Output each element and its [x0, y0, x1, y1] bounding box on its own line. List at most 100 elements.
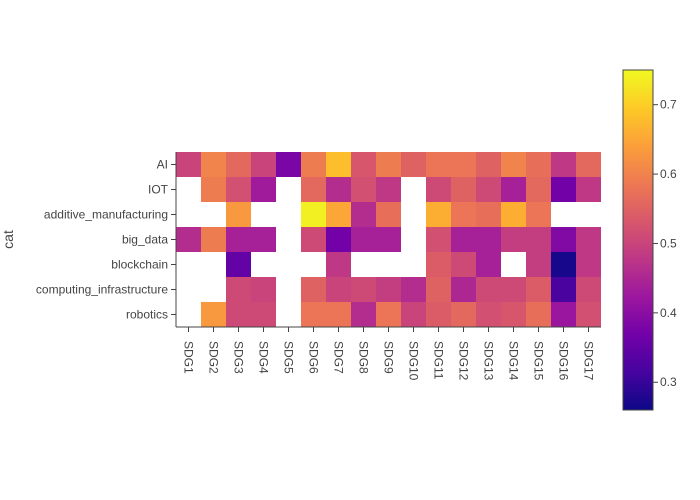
heatmap-cell	[226, 152, 251, 177]
heatmap-cell	[176, 152, 201, 177]
x-tick-label: SDG7	[332, 341, 346, 374]
x-tick-label: SDG12	[457, 341, 471, 381]
heatmap-cell	[526, 302, 551, 327]
heatmap-cell	[201, 252, 226, 277]
heatmap-cell	[301, 227, 326, 252]
heatmap-cell	[376, 202, 401, 227]
heatmap-cell	[501, 177, 526, 202]
y-tick-label: IOT	[148, 183, 169, 197]
x-tick-label: SDG15	[532, 341, 546, 381]
heatmap-cell	[301, 152, 326, 177]
x-tick-label: SDG14	[507, 341, 521, 381]
heatmap-cell	[376, 252, 401, 277]
heatmap-cell	[251, 302, 276, 327]
heatmap-cell	[376, 227, 401, 252]
heatmap-cell	[226, 277, 251, 302]
heatmap-cell	[251, 202, 276, 227]
y-tick-label: blockchain	[111, 258, 168, 272]
heatmap-cell	[276, 302, 301, 327]
heatmap-cell	[551, 302, 576, 327]
heatmap-cell	[351, 152, 376, 177]
heatmap-cell	[476, 177, 501, 202]
heatmap-cell	[301, 277, 326, 302]
heatmap-cell	[326, 152, 351, 177]
colorbar-tick-label: 0.4	[660, 306, 677, 320]
heatmap-cell	[201, 177, 226, 202]
x-tick-label: SDG8	[357, 341, 371, 374]
heatmap-cell	[476, 202, 501, 227]
heatmap-cell	[426, 202, 451, 227]
heatmap-cell	[501, 152, 526, 177]
heatmap-cell	[526, 152, 551, 177]
heatmap-cell	[576, 252, 601, 277]
heatmap-cell	[176, 202, 201, 227]
heatmap-cell	[201, 277, 226, 302]
heatmap-cell	[226, 227, 251, 252]
heatmap-cell	[251, 152, 276, 177]
heatmap-cell	[376, 177, 401, 202]
heatmap-cell	[251, 177, 276, 202]
heatmap-cell	[176, 227, 201, 252]
heatmap-cell	[351, 227, 376, 252]
heatmap-cell	[551, 277, 576, 302]
heatmap-cell	[201, 302, 226, 327]
colorbar-gradient	[622, 69, 654, 411]
x-tick-label: SDG6	[307, 341, 321, 374]
heatmap-cell	[526, 177, 551, 202]
heatmap-cell	[476, 227, 501, 252]
heatmap-cell	[551, 252, 576, 277]
heatmap-cell	[476, 302, 501, 327]
heatmap-cell	[426, 177, 451, 202]
heatmap-cell	[351, 177, 376, 202]
y-tick-label: robotics	[126, 308, 168, 322]
heatmap-cell	[326, 302, 351, 327]
heatmap-cell	[276, 252, 301, 277]
heatmap-cell	[501, 202, 526, 227]
heatmap-cell	[426, 302, 451, 327]
x-tick-label: SDG11	[432, 341, 446, 380]
heatmap-cell	[551, 227, 576, 252]
x-tick-labels: SDG1 SDG2 SDG3 SDG4 SDG5 SDG6 SDG7 SDG8 SDG9 SDG1…	[182, 327, 596, 381]
heatmap-cell	[576, 302, 601, 327]
x-tick-label: SDG9	[382, 341, 396, 374]
heatmap-cell	[276, 177, 301, 202]
heatmap-cell	[326, 202, 351, 227]
heatmap-cell	[201, 202, 226, 227]
heatmap-cell	[351, 302, 376, 327]
heatmap-cell	[326, 252, 351, 277]
heatmap-cell	[526, 227, 551, 252]
heatmap-cell	[276, 277, 301, 302]
heatmap-cell	[251, 277, 276, 302]
heatmap-cell	[501, 252, 526, 277]
heatmap-cell	[226, 177, 251, 202]
heatmap-cell	[176, 252, 201, 277]
heatmap-cell	[426, 252, 451, 277]
heatmap-cell	[451, 227, 476, 252]
heatmap-cell	[276, 152, 301, 177]
heatmap-cell	[526, 277, 551, 302]
heatmap-cell	[576, 177, 601, 202]
x-tick-label: SDG2	[207, 341, 221, 374]
heatmap-cell	[476, 277, 501, 302]
heatmap-cell	[501, 277, 526, 302]
heatmap-cell	[376, 302, 401, 327]
heatmap-cell	[326, 177, 351, 202]
y-tick-label: AI	[157, 158, 168, 172]
x-tick-label: SDG10	[407, 341, 421, 381]
heatmap-cell	[451, 202, 476, 227]
heatmap-cell	[401, 152, 426, 177]
y-axis-title: cat	[0, 230, 16, 249]
heatmap-cell	[501, 227, 526, 252]
colorbar-tick-label: 0.5	[660, 236, 677, 250]
heatmap-cell	[451, 277, 476, 302]
x-tick-label: SDG17	[582, 341, 596, 381]
heatmap-cell	[276, 227, 301, 252]
heatmap-cell	[401, 252, 426, 277]
heatmap-cell	[426, 277, 451, 302]
heatmap-cell	[451, 252, 476, 277]
x-tick-label: SDG4	[257, 341, 271, 374]
heatmap-cell	[401, 302, 426, 327]
heatmap-cell	[401, 227, 426, 252]
colorbar-tick-label: 0.7	[660, 98, 677, 112]
